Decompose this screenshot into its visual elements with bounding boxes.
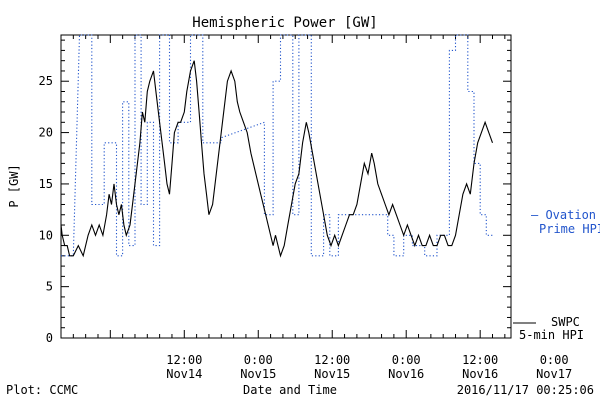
x-tick-label-date: Nov15 bbox=[314, 367, 350, 381]
series-swpc-hpi bbox=[60, 60, 494, 258]
legend: — Ovation Prime HPI SWPC 5-min HPI bbox=[513, 208, 600, 342]
series-ovation-prime-hpi bbox=[61, 34, 493, 257]
x-tick-label-date: Nov16 bbox=[462, 367, 498, 381]
y-tick-label: 5 bbox=[46, 280, 53, 294]
legend-ovation-line1: — Ovation bbox=[531, 208, 596, 222]
x-tick-label-date: Nov14 bbox=[166, 367, 202, 381]
x-axis: 12:00Nov140:00Nov1512:00Nov150:00Nov1612… bbox=[60, 35, 572, 381]
series-line bbox=[60, 60, 494, 258]
plot-timestamp: 2016/11/17 00:25:06 bbox=[457, 383, 594, 397]
y-tick-label: 0 bbox=[46, 331, 53, 345]
y-tick-label: 10 bbox=[39, 228, 53, 242]
x-tick-label-date: Nov17 bbox=[536, 367, 572, 381]
plot-frame bbox=[60, 34, 512, 339]
x-tick-label-time: 12:00 bbox=[314, 353, 350, 367]
x-tick-label-date: Nov15 bbox=[240, 367, 276, 381]
x-tick-label-time: 12:00 bbox=[462, 353, 498, 367]
x-tick-label-time: 0:00 bbox=[540, 353, 569, 367]
series-line bbox=[61, 34, 493, 257]
plot-credit: Plot: CCMC bbox=[6, 383, 78, 397]
x-axis-label: Date and Time bbox=[243, 383, 337, 397]
x-tick-label-time: 0:00 bbox=[392, 353, 421, 367]
y-tick-label: 25 bbox=[39, 74, 53, 88]
chart-title: Hemispheric Power [GW] bbox=[192, 15, 377, 31]
y-tick-label: 15 bbox=[39, 177, 53, 191]
y-tick-label: 20 bbox=[39, 126, 53, 140]
legend-swpc-line1: SWPC bbox=[551, 315, 580, 329]
y-axis: 0 5 10 15 20 25 bbox=[39, 39, 511, 345]
legend-swpc-line2: 5-min HPI bbox=[519, 328, 584, 342]
x-tick-label-time: 0:00 bbox=[244, 353, 273, 367]
y-axis-label: P [GW] bbox=[7, 164, 21, 207]
x-tick-label-date: Nov16 bbox=[388, 367, 424, 381]
legend-ovation-line2: Prime HPI bbox=[539, 222, 600, 236]
x-tick-label-time: 12:00 bbox=[166, 353, 202, 367]
